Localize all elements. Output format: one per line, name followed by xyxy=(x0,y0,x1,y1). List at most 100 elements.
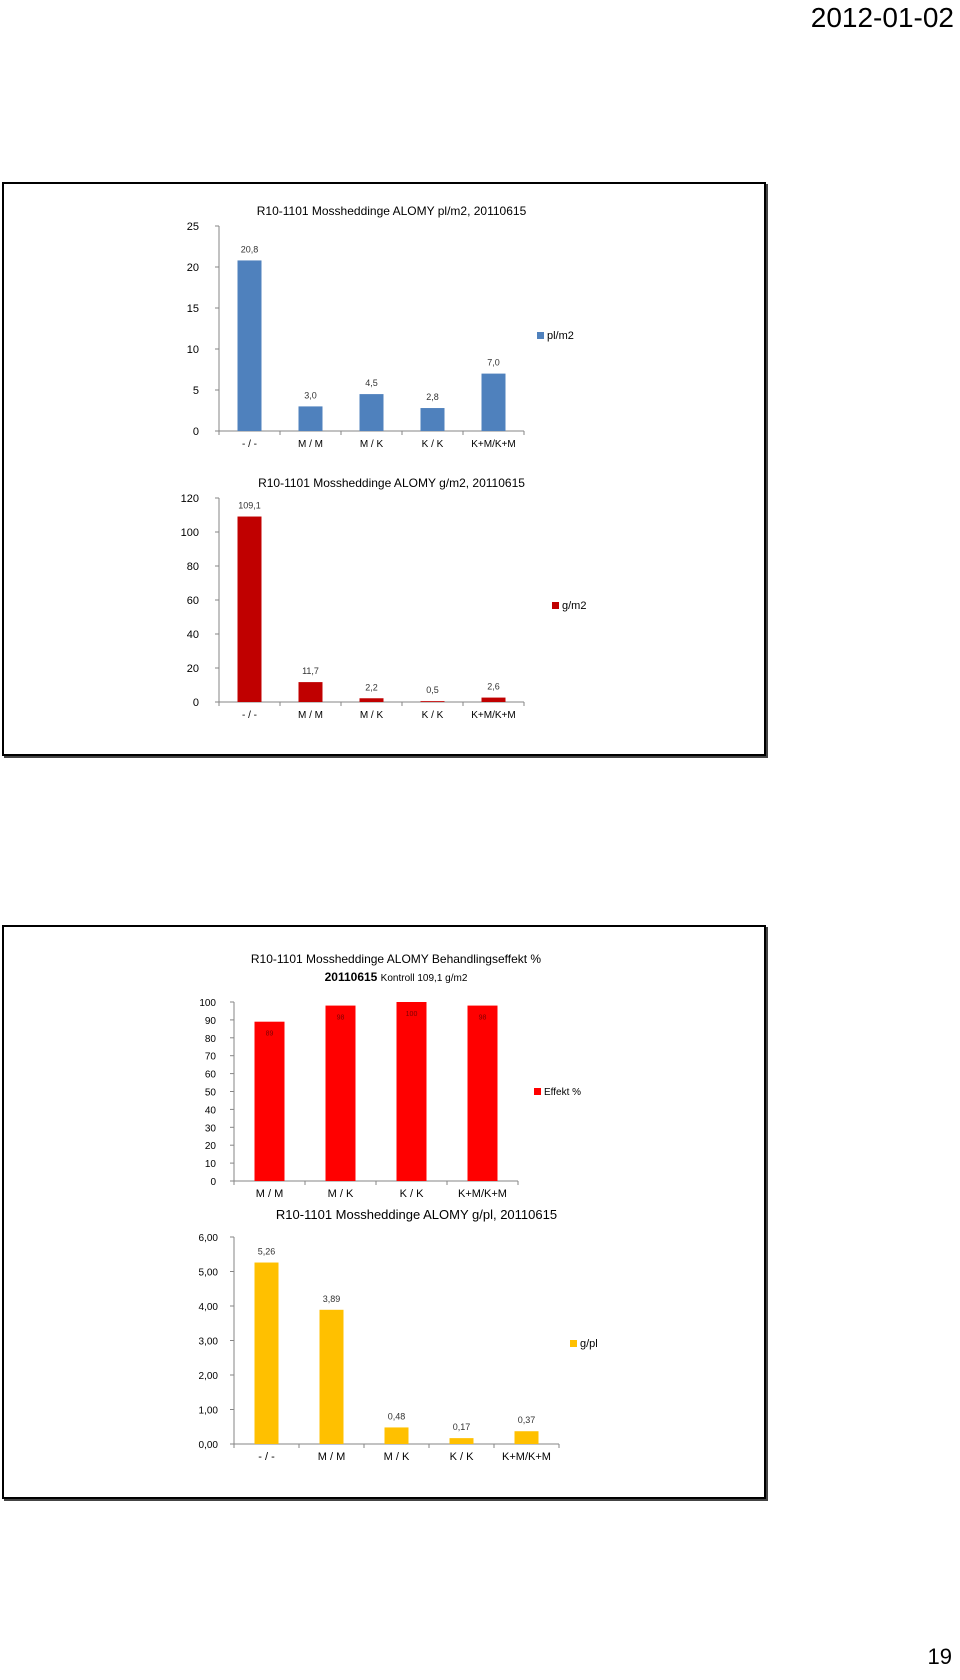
legend-label: Effekt % xyxy=(544,1087,581,1098)
y-tick-label: 30 xyxy=(205,1123,217,1134)
y-tick-label: 50 xyxy=(205,1088,217,1099)
bar xyxy=(254,1021,285,1181)
page-number: 19 xyxy=(927,1644,952,1669)
bar xyxy=(481,697,506,702)
x-tick-label: - / - xyxy=(242,710,257,721)
y-tick-label: 120 xyxy=(181,493,199,505)
y-tick-label: 100 xyxy=(181,527,199,539)
data-label: 98 xyxy=(337,1015,345,1022)
x-tick-label: K / K xyxy=(450,1451,475,1463)
y-tick-label: 20 xyxy=(187,663,199,675)
bar xyxy=(319,1309,344,1444)
y-tick-label: 6,00 xyxy=(199,1233,219,1244)
y-tick-label: 90 xyxy=(205,1016,217,1027)
y-tick-label: 1,00 xyxy=(199,1406,219,1417)
data-label: 4,5 xyxy=(365,378,378,388)
y-tick-label: 3,00 xyxy=(199,1337,219,1348)
y-tick-label: 4,00 xyxy=(199,1302,219,1313)
x-tick-label: M / M xyxy=(298,710,323,721)
data-label: 89 xyxy=(266,1031,274,1038)
chart-title: R10-1101 Mossheddinge ALOMY g/m2, 201106… xyxy=(258,476,525,490)
x-tick-label: M / M xyxy=(318,1451,346,1463)
x-tick-label: K / K xyxy=(422,439,444,450)
data-label: 2,6 xyxy=(487,682,500,692)
bar xyxy=(237,516,262,702)
bar xyxy=(237,260,262,431)
x-tick-label: - / - xyxy=(242,439,257,450)
slide-2: 0 10 20 30 40 50 60 70 80 90 100 M / M 89 M / K 98 K / … xyxy=(2,925,766,1499)
x-tick-label: K+M/K+M xyxy=(458,1188,507,1200)
data-label: 98 xyxy=(479,1015,487,1022)
slide-1-charts: 0 5 10 15 20 25 - / - 20,8 M / M 3,0 M / K 4,5 K / K… xyxy=(181,204,587,721)
x-tick-label: M / K xyxy=(360,439,384,450)
y-tick-label: 0 xyxy=(193,697,199,709)
bar xyxy=(467,1005,498,1181)
data-label: 100 xyxy=(406,1011,418,1018)
legend-label: g/m2 xyxy=(562,600,586,612)
y-tick-label: 15 xyxy=(187,303,199,315)
y-tick-label: 80 xyxy=(187,561,199,573)
bar xyxy=(298,406,323,431)
x-tick-label: M / K xyxy=(360,710,384,721)
bar xyxy=(420,701,445,702)
x-tick-label: K+M/K+M xyxy=(471,710,515,721)
y-tick-label: 20 xyxy=(205,1141,217,1152)
chart-alomy-behandlingseffekt: 0 10 20 30 40 50 60 70 80 90 100 M / M 89 M / K 98 K / … xyxy=(199,952,581,1200)
slide-1: 0 5 10 15 20 25 - / - 20,8 M / M 3,0 M / K 4,5 K / K… xyxy=(2,182,766,756)
data-label: 2,2 xyxy=(365,682,378,692)
chart-alomy-pl-m2: 0 5 10 15 20 25 - / - 20,8 M / M 3,0 M / K 4,5 K / K… xyxy=(187,204,574,450)
bar xyxy=(254,1262,279,1444)
y-tick-label: 40 xyxy=(187,629,199,641)
y-tick-label: 40 xyxy=(205,1105,217,1116)
y-tick-label: 5 xyxy=(193,385,199,397)
bar xyxy=(420,408,445,431)
legend-label: pl/m2 xyxy=(547,330,574,342)
y-tick-label: 25 xyxy=(187,221,199,233)
bar xyxy=(298,682,323,702)
x-tick-label: - / - xyxy=(258,1451,275,1463)
chart-alomy-g-m2: 0 20 40 60 80 100 120 - / - 109,1 M / M 11,7 M / K 2… xyxy=(181,476,587,721)
data-label: 0,37 xyxy=(518,1415,536,1425)
legend-swatch xyxy=(537,332,544,339)
bar xyxy=(449,1438,474,1444)
data-label: 3,89 xyxy=(323,1294,341,1304)
chart-subtitle: 20110615 Kontroll 109,1 g/m2 xyxy=(325,970,468,984)
page-date: 2012-01-02 xyxy=(810,2,954,33)
bar xyxy=(396,1002,427,1181)
chart-subtitle-date: 20110615 xyxy=(325,970,381,984)
chart-alomy-g-pl: 0,00 1,00 2,00 3,00 4,00 5,00 6,00 - / - 5,26 M /… xyxy=(199,1207,598,1463)
x-tick-label: M / M xyxy=(256,1188,284,1200)
chart-title: R10-1101 Mossheddinge ALOMY Behandlingse… xyxy=(251,952,542,966)
slide-2-charts: 0 10 20 30 40 50 60 70 80 90 100 M / M 89 M / K 98 K / … xyxy=(199,952,598,1463)
y-tick-label: 2,00 xyxy=(199,1371,219,1382)
y-tick-label: 0 xyxy=(210,1177,216,1188)
y-tick-label: 70 xyxy=(205,1052,217,1063)
data-label: 0,5 xyxy=(426,685,439,695)
chart-title: R10-1101 Mossheddinge ALOMY pl/m2, 20110… xyxy=(257,204,527,218)
data-label: 11,7 xyxy=(302,666,319,676)
x-tick-label: M / K xyxy=(384,1451,410,1463)
y-tick-label: 10 xyxy=(187,344,199,356)
legend-swatch xyxy=(552,602,559,609)
bar xyxy=(384,1427,409,1444)
y-tick-label: 60 xyxy=(187,595,199,607)
y-tick-label: 60 xyxy=(205,1070,217,1081)
y-tick-label: 0 xyxy=(193,426,199,438)
x-tick-label: K+M/K+M xyxy=(502,1451,551,1463)
x-tick-label: M / K xyxy=(328,1188,354,1200)
x-tick-label: K / K xyxy=(400,1188,425,1200)
data-label: 20,8 xyxy=(241,244,259,254)
data-label: 0,17 xyxy=(453,1422,471,1432)
data-label: 2,8 xyxy=(426,392,439,402)
data-label: 109,1 xyxy=(238,501,261,511)
bar xyxy=(481,373,506,431)
x-tick-label: K / K xyxy=(422,710,444,721)
data-label: 3,0 xyxy=(304,390,317,400)
data-label: 7,0 xyxy=(487,358,500,368)
legend-label: g/pl xyxy=(580,1338,598,1350)
y-tick-label: 100 xyxy=(199,998,216,1009)
y-tick-label: 5,00 xyxy=(199,1268,219,1279)
x-tick-label: K+M/K+M xyxy=(471,439,515,450)
x-tick-label: M / M xyxy=(298,439,323,450)
y-tick-label: 0,00 xyxy=(199,1440,219,1451)
